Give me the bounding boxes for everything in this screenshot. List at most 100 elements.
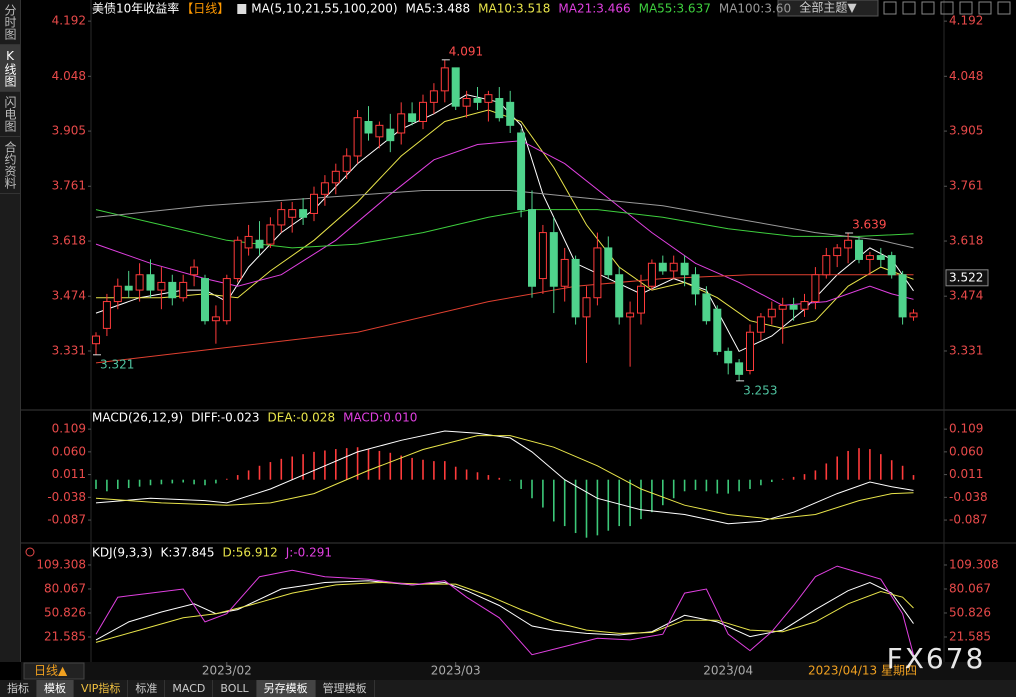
candle-body xyxy=(724,350,733,364)
y-tick-label: 3.618 xyxy=(52,234,86,248)
y-tick-label: 3.761 xyxy=(949,179,983,193)
toolbar-item[interactable]: 模板 xyxy=(37,680,74,697)
toolbar-item[interactable]: 标准 xyxy=(128,680,166,697)
legend-label: 【日线】 xyxy=(181,2,229,16)
candle-body xyxy=(778,304,787,310)
period-button-label[interactable]: 日线▲ xyxy=(34,664,68,678)
sidebar-tab[interactable]: 闪电图 xyxy=(0,92,20,137)
candle-body xyxy=(201,278,209,322)
candle-body xyxy=(473,98,482,103)
y-tick-label: -0.038 xyxy=(949,490,988,504)
candle-body xyxy=(615,274,624,318)
y-tick-label: 4.192 xyxy=(52,14,86,28)
extreme-label: 3.253 xyxy=(743,383,777,397)
legend-label: 美债10年收益率 xyxy=(92,1,179,16)
candle-body xyxy=(800,301,809,310)
candle-body xyxy=(571,258,580,318)
legend-label: DEA:-0.028 xyxy=(268,411,336,425)
candle-body xyxy=(375,124,384,138)
candle-body xyxy=(299,209,308,218)
y-tick-label: 50.826 xyxy=(949,605,991,619)
theme-button[interactable] xyxy=(777,0,879,17)
y-tick-label: 4.048 xyxy=(52,69,86,83)
candle-body xyxy=(397,113,406,134)
toolbar-item[interactable]: 另存模板 xyxy=(256,680,316,697)
candle-body xyxy=(855,239,863,260)
candle-body xyxy=(135,274,144,291)
indicator-icon[interactable] xyxy=(25,547,35,557)
candle-body xyxy=(844,239,853,249)
candle-body xyxy=(222,278,231,322)
icon-button[interactable] xyxy=(997,1,1011,15)
icon-button[interactable] xyxy=(921,1,935,15)
candle-body xyxy=(789,304,798,310)
candle-body xyxy=(713,308,722,352)
candle-body xyxy=(255,239,264,249)
candle-body xyxy=(419,101,427,123)
sidebar-tab[interactable]: 合约资料 xyxy=(0,137,20,194)
candle-body xyxy=(92,335,100,345)
y-tick-label: 4.192 xyxy=(949,14,983,28)
price-tag-box xyxy=(945,269,989,287)
y-tick-label: -0.038 xyxy=(47,490,86,504)
toolbar-item[interactable]: VIP指标 xyxy=(74,680,129,697)
toolbar-item[interactable]: 指标 xyxy=(0,680,37,697)
toolbar-item[interactable]: 管理模板 xyxy=(316,680,375,697)
y-tick-label: 109.308 xyxy=(36,557,86,571)
y-tick-label: -0.087 xyxy=(47,513,86,527)
candle-body xyxy=(876,255,885,260)
y-tick-label: 3.905 xyxy=(52,124,86,138)
indicator-line xyxy=(95,435,914,520)
y-tick-label: 3.905 xyxy=(949,124,983,138)
candle-body xyxy=(865,255,874,260)
indicator-line xyxy=(95,190,914,249)
icon-button[interactable] xyxy=(902,1,916,15)
candle-body xyxy=(484,94,493,103)
candle-body xyxy=(909,312,918,318)
icon-button[interactable] xyxy=(940,1,954,15)
candle-body xyxy=(320,182,329,195)
candle-body xyxy=(364,121,373,134)
sidebar-tab[interactable]: K线图 xyxy=(0,45,20,92)
candle-body xyxy=(429,90,438,103)
candle-body xyxy=(190,266,199,276)
y-tick-label: -0.087 xyxy=(949,513,988,527)
indicator-line xyxy=(95,430,914,525)
y-tick-label: 3.474 xyxy=(949,289,983,303)
icon-button[interactable] xyxy=(978,1,992,15)
indicator-line xyxy=(95,581,914,643)
legend-label: K:37.845 xyxy=(161,546,215,560)
extreme-label: 3.321 xyxy=(100,357,134,371)
candle-body xyxy=(353,117,362,157)
legend-label: MA10:3.518 xyxy=(478,2,550,16)
toolbar-item[interactable]: BOLL xyxy=(213,680,257,697)
candle-body xyxy=(833,247,842,257)
price-tag: 3.522 xyxy=(949,270,983,284)
period-button[interactable] xyxy=(23,662,85,680)
candle-body xyxy=(386,128,395,142)
theme-button-label[interactable]: 全部主题▼ xyxy=(799,0,857,15)
candle-body xyxy=(691,274,700,295)
y-tick-label: 0.109 xyxy=(52,422,86,436)
toolbar-item[interactable]: MACD xyxy=(165,680,214,697)
icon-button[interactable] xyxy=(883,1,897,15)
indicator-icon xyxy=(237,4,247,14)
candle-body xyxy=(582,297,591,318)
candle-body xyxy=(637,285,645,314)
candle-body xyxy=(408,113,417,123)
watermark: FX678 xyxy=(887,642,986,675)
icon-button[interactable] xyxy=(959,1,973,15)
candle-body xyxy=(462,98,471,107)
y-tick-label: 21.585 xyxy=(949,629,991,643)
candle-body xyxy=(113,285,122,303)
y-tick-label: 80.067 xyxy=(44,581,86,595)
candle-body xyxy=(277,209,286,226)
legend-label: MA5:3.488 xyxy=(406,2,471,16)
y-tick-label: 109.308 xyxy=(949,557,999,571)
candle-body xyxy=(244,235,253,249)
sidebar-tab[interactable]: 分时图 xyxy=(0,0,20,45)
indicator-line xyxy=(95,140,914,306)
legend-label: MA21:3.466 xyxy=(558,2,630,16)
candle-body xyxy=(658,262,667,272)
candle-body xyxy=(680,262,689,276)
